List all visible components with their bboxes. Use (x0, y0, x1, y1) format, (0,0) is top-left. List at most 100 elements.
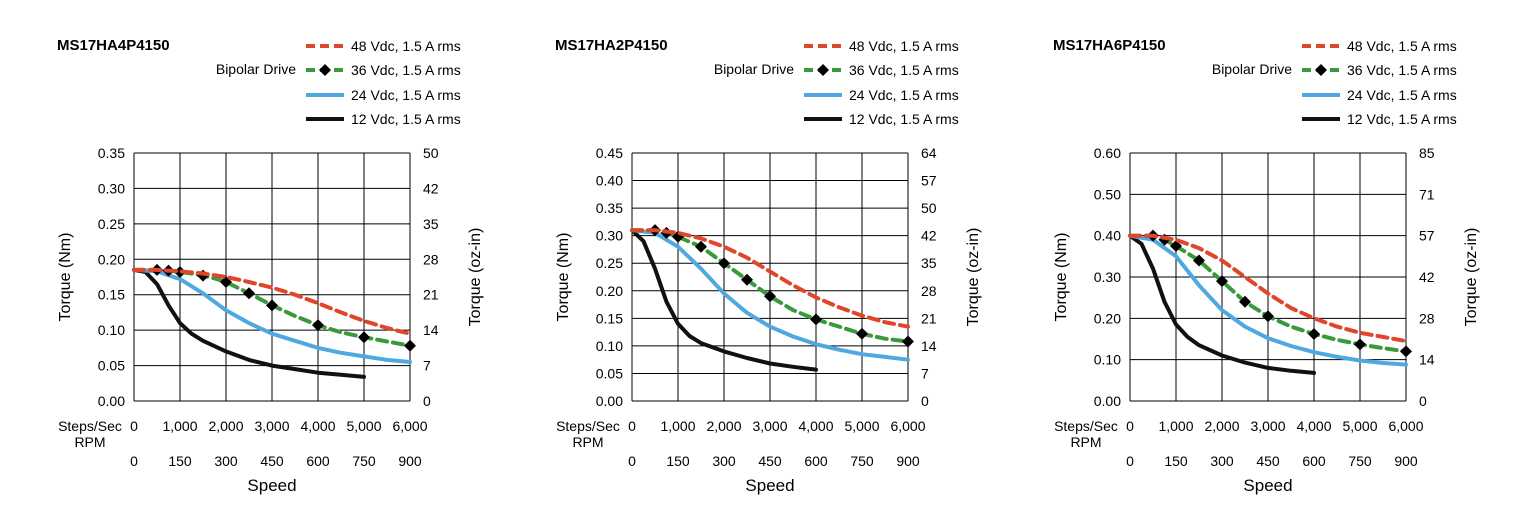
y-tick-label: 0.00 (98, 393, 125, 409)
y2-tick-label: 7 (423, 358, 431, 374)
x-tick-label: 0 (628, 418, 636, 434)
y-tick-label: 0.40 (596, 173, 623, 189)
legend-label-1: 48 Vdc, 1.5 A rms (849, 38, 959, 54)
x-tick-label: 5,000 (1342, 418, 1377, 434)
chart-panel-3: MS17HA6P4150 Bipolar Drive 48 Vdc, 1.5 A r… (1053, 37, 1480, 495)
data-point-marker (174, 266, 186, 279)
legend-label-4: 12 Vdc, 1.5 A rms (351, 111, 461, 127)
x2-tick-label: 0 (628, 453, 636, 469)
y2-tick-label: 28 (1419, 310, 1435, 326)
data-point-marker (312, 319, 324, 332)
x-tick-label: 2,000 (706, 418, 741, 434)
legend-label-4: 12 Vdc, 1.5 A rms (1347, 111, 1457, 127)
y-tick-label: 0.45 (596, 145, 623, 161)
x-tick-label: 4,000 (1296, 418, 1331, 434)
x-tick-label: 0 (1126, 418, 1134, 434)
y2-tick-label: 42 (423, 180, 439, 196)
x-tick-label: 3,000 (752, 418, 787, 434)
x2-tick-label: 900 (896, 453, 920, 469)
legend-marker-2 (817, 64, 829, 76)
y2-tick-label: 14 (921, 338, 937, 354)
y2-tick-label: 35 (921, 255, 937, 271)
chart-panel-1: MS17HA4P4150 Bipolar Drive 48 Vdc, 1.5 A r… (57, 37, 484, 495)
y2-tick-label: 21 (921, 310, 937, 326)
y2-tick-label: 42 (1419, 269, 1435, 285)
x2-tick-label: 600 (1302, 453, 1326, 469)
chart-title: MS17HA2P4150 (555, 37, 668, 54)
data-point-marker (1193, 254, 1205, 267)
x2-tick-label: 300 (712, 453, 736, 469)
x2-tick-label: 450 (1256, 453, 1280, 469)
x-axis-row-label: Steps/Sec (58, 418, 122, 434)
y2-tick-label: 28 (921, 283, 937, 299)
series-line-4 (630, 228, 818, 372)
x2-axis-row-label: RPM (572, 434, 603, 450)
y2-tick-label: 14 (423, 322, 439, 338)
chart-panel-2: MS17HA2P4150 Bipolar Drive 48 Vdc, 1.5 A r… (555, 37, 982, 495)
legend-label-1: 48 Vdc, 1.5 A rms (1347, 38, 1457, 54)
x-axis-row-label: Steps/Sec (556, 418, 620, 434)
y2-tick-label: 21 (423, 287, 439, 303)
legend-label-3: 24 Vdc, 1.5 A rms (1347, 87, 1457, 103)
y2-tick-label: 28 (423, 251, 439, 267)
y2-tick-label: 0 (1419, 393, 1427, 409)
drive-label: Bipolar Drive (216, 61, 296, 77)
legend: 48 Vdc, 1.5 A rms 36 Vdc, 1.5 A rms 24 Vdc… (804, 38, 959, 127)
x2-tick-label: 900 (398, 453, 422, 469)
y-tick-label: 0.10 (98, 322, 125, 338)
legend-label-3: 24 Vdc, 1.5 A rms (351, 87, 461, 103)
y-tick-label: 0.20 (1094, 310, 1121, 326)
x2-tick-label: 300 (214, 453, 238, 469)
y2-tick-label: 85 (1419, 145, 1435, 161)
y-tick-label: 0.15 (98, 287, 125, 303)
x-tick-label: 5,000 (844, 418, 879, 434)
data-point-marker (810, 313, 822, 326)
legend-label-2: 36 Vdc, 1.5 A rms (351, 62, 461, 78)
x-tick-label: 4,000 (798, 418, 833, 434)
series-line-4 (1128, 233, 1316, 375)
y-tick-label: 0.20 (98, 251, 125, 267)
legend-label-2: 36 Vdc, 1.5 A rms (849, 62, 959, 78)
y-tick-label: 0.05 (596, 365, 623, 381)
y-tick-label: 0.35 (596, 200, 623, 216)
y2-tick-label: 50 (921, 200, 937, 216)
data-point-marker (902, 335, 914, 348)
x-axis-label: Speed (745, 476, 794, 495)
x2-tick-label: 750 (352, 453, 376, 469)
x2-tick-label: 150 (168, 453, 192, 469)
chart-title: MS17HA6P4150 (1053, 37, 1166, 54)
y-axis-label: Torque (Nm) (1053, 233, 1070, 322)
legend-marker-2 (1315, 64, 1327, 76)
y-tick-label: 0.25 (596, 255, 623, 271)
data-point-marker (1216, 275, 1228, 288)
drive-label: Bipolar Drive (1212, 61, 1292, 77)
legend-marker-2 (319, 64, 331, 76)
y2-tick-label: 35 (423, 216, 439, 232)
x-tick-label: 1,000 (1158, 418, 1193, 434)
y2-tick-label: 0 (423, 393, 431, 409)
x-axis-row-label: Steps/Sec (1054, 418, 1118, 434)
data-point-marker (1308, 328, 1320, 341)
x2-tick-label: 600 (306, 453, 330, 469)
y-tick-label: 0.10 (1094, 352, 1121, 368)
legend-label-2: 36 Vdc, 1.5 A rms (1347, 62, 1457, 78)
x-tick-label: 6,000 (890, 418, 925, 434)
x-tick-label: 5,000 (346, 418, 381, 434)
series-line-3 (132, 267, 412, 364)
y2-axis-label: Torque (oz-in) (965, 228, 982, 327)
x2-tick-label: 750 (1348, 453, 1372, 469)
y-tick-label: 0.25 (98, 216, 125, 232)
y-tick-label: 0.30 (596, 228, 623, 244)
data-point-marker (404, 339, 416, 352)
y2-tick-label: 50 (423, 145, 439, 161)
series-line-3 (1128, 233, 1408, 367)
y2-tick-label: 57 (1419, 228, 1435, 244)
y-tick-label: 0.20 (596, 283, 623, 299)
y2-tick-label: 7 (921, 365, 929, 381)
y-tick-label: 0.10 (596, 338, 623, 354)
series-line-4 (132, 267, 366, 379)
data-point-marker (1400, 345, 1412, 358)
data-point-marker (1262, 310, 1274, 323)
x-tick-label: 6,000 (1388, 418, 1423, 434)
